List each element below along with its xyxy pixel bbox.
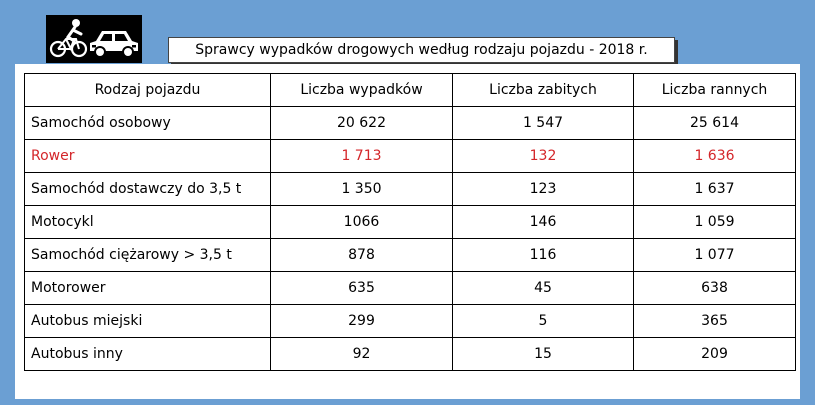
column-header-killed: Liczba zabitych bbox=[452, 73, 634, 107]
cell-vehicle-type: Rower bbox=[24, 139, 271, 173]
table-panel: Rodzaj pojazdu Liczba wypadków Liczba za… bbox=[15, 64, 800, 399]
table-row: Motorower 635 45 638 bbox=[24, 271, 796, 305]
cyclist-and-car-icon bbox=[46, 15, 142, 63]
cell-accidents: 299 bbox=[270, 304, 453, 338]
cell-accidents: 878 bbox=[270, 238, 453, 272]
table-row: Samochód ciężarowy > 3,5 t 878 116 1 077 bbox=[24, 238, 796, 272]
cell-vehicle-type: Autobus inny bbox=[24, 337, 271, 371]
cell-killed: 15 bbox=[452, 337, 634, 371]
cell-injured: 1 636 bbox=[633, 139, 796, 173]
table-header-row: Rodzaj pojazdu Liczba wypadków Liczba za… bbox=[24, 73, 796, 107]
table-row: Autobus inny 92 15 209 bbox=[24, 337, 796, 371]
cell-killed: 45 bbox=[452, 271, 634, 305]
cell-injured: 1 637 bbox=[633, 172, 796, 206]
cell-vehicle-type: Samochód osobowy bbox=[24, 106, 271, 140]
cell-injured: 365 bbox=[633, 304, 796, 338]
cell-accidents: 635 bbox=[270, 271, 453, 305]
column-header-injured: Liczba rannych bbox=[633, 73, 796, 107]
column-header-accidents: Liczba wypadków bbox=[270, 73, 453, 107]
accidents-table: Rodzaj pojazdu Liczba wypadków Liczba za… bbox=[24, 73, 796, 371]
cell-killed: 132 bbox=[452, 139, 634, 173]
cell-killed: 5 bbox=[452, 304, 634, 338]
cell-accidents: 1 713 bbox=[270, 139, 453, 173]
cell-killed: 146 bbox=[452, 205, 634, 239]
column-header-vehicle-type: Rodzaj pojazdu bbox=[24, 73, 271, 107]
cell-killed: 1 547 bbox=[452, 106, 634, 140]
cell-injured: 25 614 bbox=[633, 106, 796, 140]
table-row: Samochód osobowy 20 622 1 547 25 614 bbox=[24, 106, 796, 140]
cell-accidents: 1 350 bbox=[270, 172, 453, 206]
cell-killed: 116 bbox=[452, 238, 634, 272]
cell-vehicle-type: Motocykl bbox=[24, 205, 271, 239]
table-row: Motocykl 1066 146 1 059 bbox=[24, 205, 796, 239]
cell-injured: 209 bbox=[633, 337, 796, 371]
cell-vehicle-type: Samochód dostawczy do 3,5 t bbox=[24, 172, 271, 206]
cell-vehicle-type: Autobus miejski bbox=[24, 304, 271, 338]
cell-injured: 1 077 bbox=[633, 238, 796, 272]
page-title: Sprawcy wypadków drogowych według rodzaj… bbox=[168, 37, 675, 63]
table-row: Autobus miejski 299 5 365 bbox=[24, 304, 796, 338]
cell-killed: 123 bbox=[452, 172, 634, 206]
cell-vehicle-type: Samochód ciężarowy > 3,5 t bbox=[24, 238, 271, 272]
cell-injured: 1 059 bbox=[633, 205, 796, 239]
cell-vehicle-type: Motorower bbox=[24, 271, 271, 305]
cell-injured: 638 bbox=[633, 271, 796, 305]
table-row-highlighted: Rower 1 713 132 1 636 bbox=[24, 139, 796, 173]
cell-accidents: 92 bbox=[270, 337, 453, 371]
table-row: Samochód dostawczy do 3,5 t 1 350 123 1 … bbox=[24, 172, 796, 206]
cell-accidents: 20 622 bbox=[270, 106, 453, 140]
cell-accidents: 1066 bbox=[270, 205, 453, 239]
